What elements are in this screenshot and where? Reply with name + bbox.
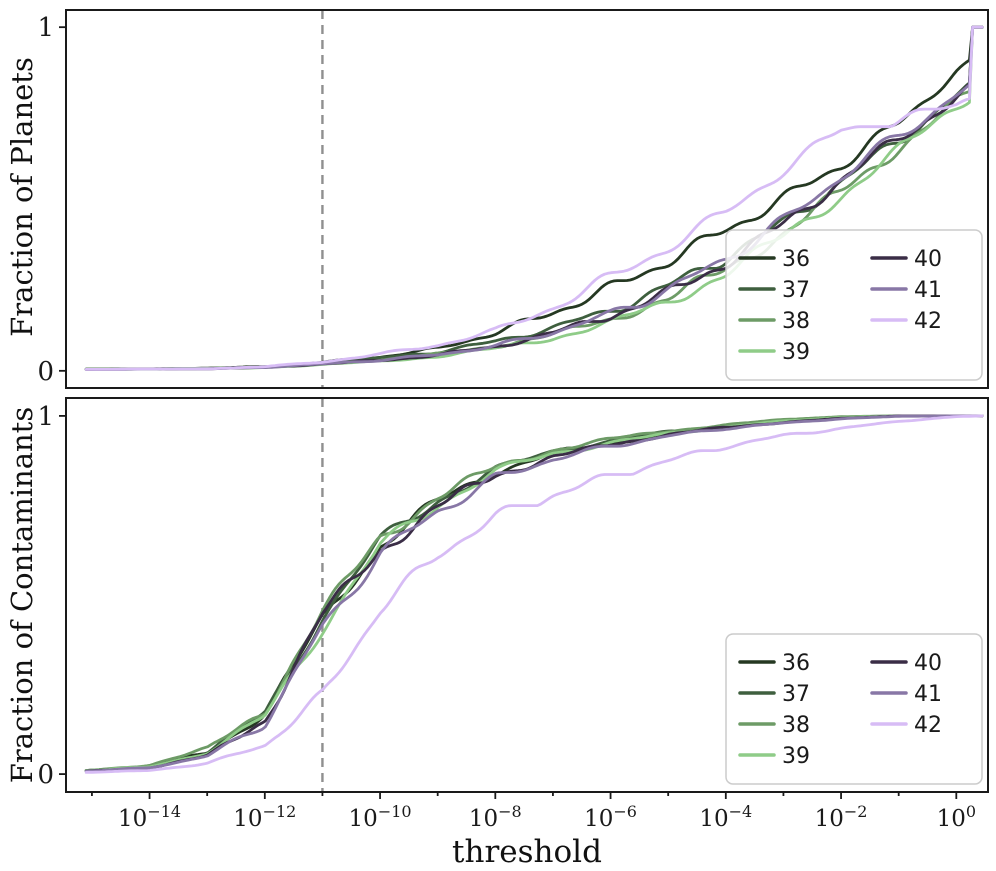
svg-text:100: 100 <box>937 802 976 832</box>
svg-text:40: 40 <box>914 651 942 676</box>
ylabel-fraction-of-contaminants: Fraction of Contaminants <box>5 406 39 784</box>
svg-text:39: 39 <box>782 744 810 769</box>
svg-text:37: 37 <box>782 278 810 303</box>
svg-text:10−8: 10−8 <box>469 802 522 832</box>
xlabel-threshold: threshold <box>452 834 602 870</box>
svg-text:10−10: 10−10 <box>349 802 412 832</box>
svg-text:0: 0 <box>37 357 54 387</box>
svg-text:10−4: 10−4 <box>699 802 752 832</box>
svg-text:38: 38 <box>782 713 810 738</box>
svg-text:0: 0 <box>37 760 54 790</box>
svg-text:41: 41 <box>914 278 942 303</box>
svg-text:42: 42 <box>914 309 942 334</box>
svg-text:36: 36 <box>782 651 810 676</box>
svg-text:37: 37 <box>782 682 810 707</box>
svg-text:10−2: 10−2 <box>815 802 868 832</box>
svg-text:39: 39 <box>782 340 810 365</box>
svg-text:40: 40 <box>914 247 942 272</box>
svg-text:36: 36 <box>782 247 810 272</box>
svg-text:10−6: 10−6 <box>584 802 637 832</box>
svg-text:41: 41 <box>914 682 942 707</box>
svg-text:1: 1 <box>37 13 54 43</box>
svg-text:10−14: 10−14 <box>118 802 181 832</box>
svg-text:1: 1 <box>37 402 54 432</box>
ylabel-fraction-of-planets: Fraction of Planets <box>5 57 39 337</box>
svg-text:10−12: 10−12 <box>233 802 296 832</box>
svg-text:42: 42 <box>914 713 942 738</box>
svg-text:38: 38 <box>782 309 810 334</box>
